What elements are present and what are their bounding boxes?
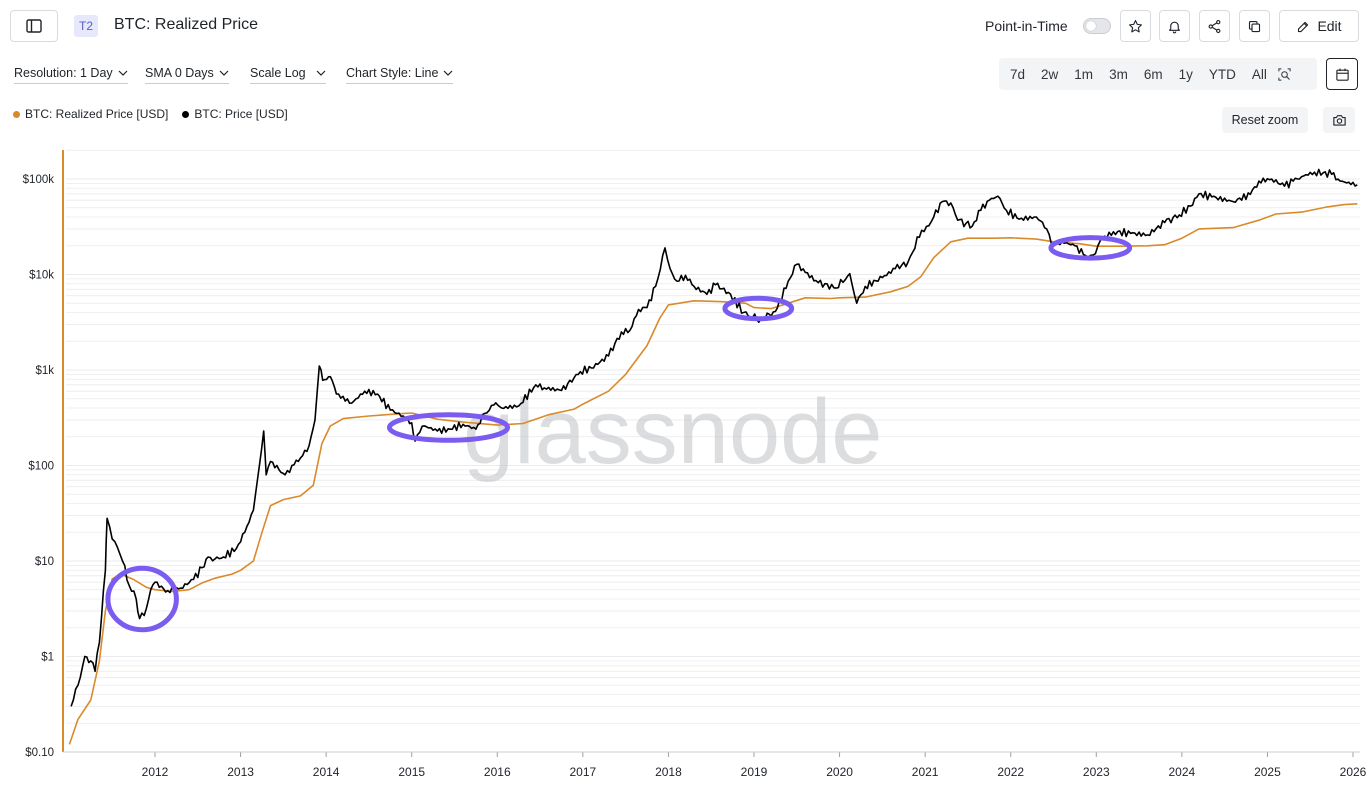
chart-style-dropdown[interactable]: Chart Style: Line	[346, 66, 454, 84]
y-tick-label: $0.10	[25, 747, 54, 759]
scale-label: Scale Log	[250, 66, 306, 80]
legend-label-realized: BTC: Realized Price [USD]	[25, 107, 169, 121]
calendar-icon	[1335, 68, 1349, 81]
scale-dropdown[interactable]: Scale Log	[250, 66, 326, 84]
star-icon	[1129, 19, 1142, 32]
legend-label-price: BTC: Price [USD]	[194, 107, 288, 121]
sidebar-toggle-button[interactable]	[10, 10, 58, 42]
date-range-group: 7d 2w 1m 3m 6m 1y YTD All	[999, 58, 1317, 90]
zoom-select-button[interactable]	[1277, 67, 1292, 82]
page-title: BTC: Realized Price	[114, 16, 259, 33]
y-tick-label: $1k	[35, 365, 54, 377]
x-tick-label: 2023	[1083, 765, 1110, 779]
watermark-text: glassnode	[463, 381, 882, 483]
highlight-ellipse	[386, 412, 511, 443]
range-ytd-button[interactable]: YTD	[1208, 66, 1236, 82]
series-lines	[68, 168, 1358, 745]
y-tick-label: $100k	[23, 174, 55, 186]
copy-icon	[1248, 20, 1261, 32]
duplicate-button[interactable]	[1239, 10, 1270, 42]
chevron-down-icon	[443, 70, 453, 76]
edit-label: Edit	[1317, 18, 1342, 34]
resolution-label: Resolution: 1 Day	[14, 66, 113, 80]
chart-legend: BTC: Realized Price [USD] BTC: Price [US…	[13, 107, 288, 121]
x-tick-label: 2022	[997, 765, 1024, 779]
x-tick-label: 2021	[912, 765, 939, 779]
sidebar-icon	[26, 19, 42, 33]
x-tick-label: 2013	[227, 765, 254, 779]
highlight-annotations	[105, 235, 1133, 633]
range-3m-button[interactable]: 3m	[1109, 66, 1128, 82]
tier-badge: T2	[74, 15, 98, 37]
x-tick-label: 2020	[826, 765, 853, 779]
x-axis-ticks: 2012 2013 2014 2015 2016 2017 2018 2019 2020 2021…	[142, 752, 1367, 779]
y-tick-label: $10k	[29, 270, 54, 282]
range-6m-button[interactable]: 6m	[1143, 66, 1163, 82]
range-2w-button[interactable]: 2w	[1041, 66, 1059, 82]
chevron-down-icon	[118, 70, 128, 76]
edit-button[interactable]: Edit	[1279, 10, 1359, 42]
grid-lines	[66, 149, 1360, 753]
favorite-button[interactable]	[1120, 10, 1151, 42]
resolution-dropdown[interactable]: Resolution: 1 Day	[14, 66, 128, 84]
alert-button[interactable]	[1159, 10, 1190, 42]
chart-style-label: Chart Style: Line	[346, 66, 439, 80]
range-7d-button[interactable]: 7d	[1010, 66, 1026, 82]
x-tick-label: 2018	[655, 765, 682, 779]
y-axis-ticks: $0.10 $1 $10 $100 $1k $10k $100k	[23, 174, 55, 759]
x-tick-label: 2026	[1340, 765, 1367, 779]
bell-icon	[1168, 21, 1181, 33]
point-in-time-label: Point-in-Time	[985, 18, 1068, 34]
sma-dropdown[interactable]: SMA 0 Days	[145, 66, 229, 84]
reset-zoom-button[interactable]: Reset zoom	[1222, 107, 1308, 133]
highlight-ellipse	[105, 565, 179, 633]
share-button[interactable]	[1199, 10, 1230, 42]
legend-dot-realized	[13, 110, 20, 118]
y-tick-label: $1	[41, 652, 54, 664]
range-1y-button[interactable]: 1y	[1178, 66, 1193, 82]
x-tick-label: 2016	[484, 765, 511, 779]
x-tick-label: 2015	[398, 765, 425, 779]
screenshot-button[interactable]	[1323, 107, 1355, 133]
range-1m-button[interactable]: 1m	[1074, 66, 1094, 82]
x-tick-label: 2019	[741, 765, 768, 779]
legend-dot-price	[182, 110, 190, 118]
y-tick-label: $100	[28, 461, 54, 473]
share-icon	[1208, 19, 1221, 33]
zoom-select-icon	[1278, 67, 1291, 81]
range-all-button[interactable]: All	[1251, 66, 1267, 82]
realized-price-line[interactable]	[68, 203, 1358, 745]
toggle-knob	[1086, 21, 1096, 31]
point-in-time-toggle[interactable]	[1083, 18, 1111, 34]
x-tick-label: 2012	[142, 765, 169, 779]
chart-plot[interactable]: glassnode $0.10 $1 $10 $100 $1k $10k $100k 201…	[0, 140, 1372, 791]
calendar-button[interactable]	[1326, 58, 1358, 90]
price-line[interactable]	[70, 168, 1358, 707]
legend-item-realized-price[interactable]: BTC: Realized Price [USD]	[13, 107, 168, 121]
highlight-ellipse	[1048, 235, 1133, 261]
sma-label: SMA 0 Days	[145, 66, 214, 80]
x-tick-label: 2017	[570, 765, 597, 779]
chevron-down-icon	[219, 70, 229, 76]
y-tick-label: $10	[35, 556, 54, 568]
pencil-icon	[1298, 21, 1309, 32]
x-tick-label: 2025	[1254, 765, 1281, 779]
camera-icon	[1332, 115, 1346, 126]
legend-item-price[interactable]: BTC: Price [USD]	[182, 107, 288, 121]
x-tick-label: 2014	[313, 765, 340, 779]
highlight-ellipse	[722, 295, 795, 322]
chevron-down-icon	[316, 70, 326, 76]
x-tick-label: 2024	[1169, 765, 1196, 779]
